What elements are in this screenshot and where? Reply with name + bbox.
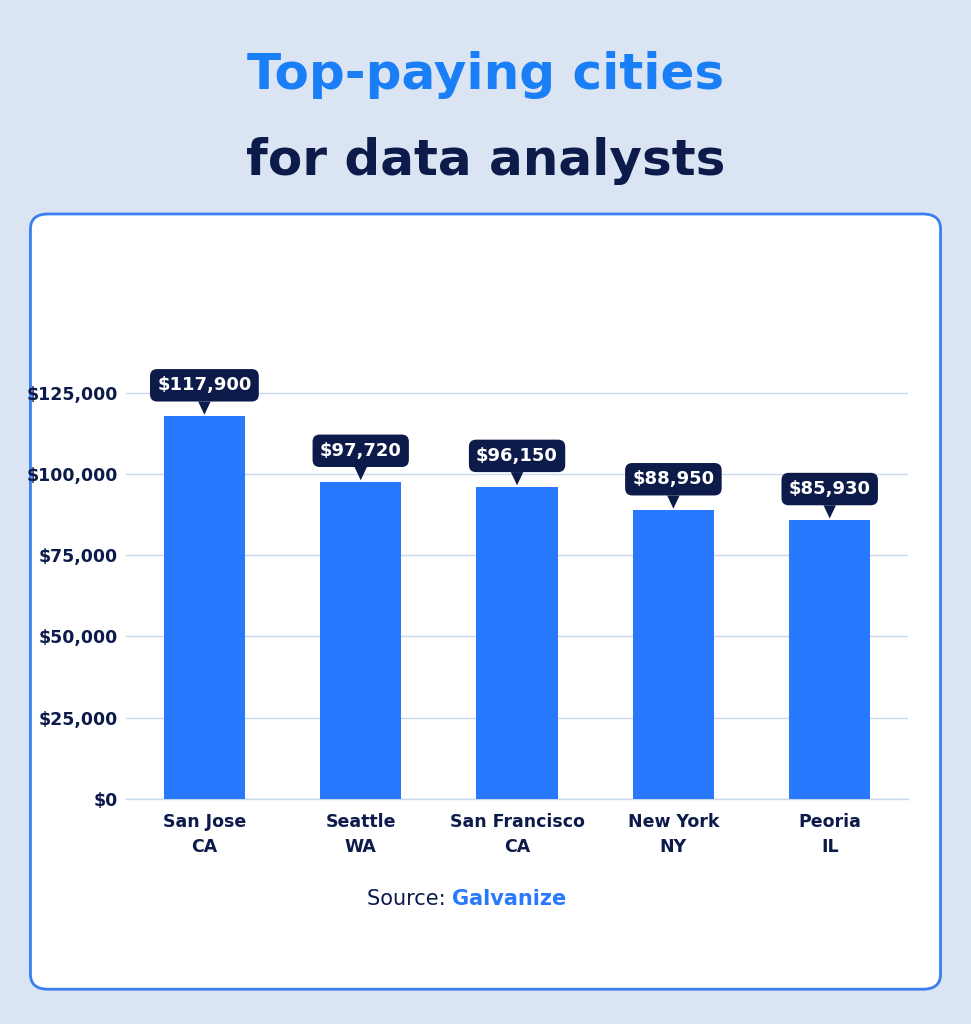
Bar — [633, 510, 714, 799]
Text: Galvanize: Galvanize — [452, 889, 566, 909]
Text: for data analysts: for data analysts — [246, 137, 725, 185]
Text: Source:: Source: — [367, 889, 452, 909]
Bar — [789, 520, 870, 799]
FancyBboxPatch shape — [30, 214, 941, 989]
Bar — [477, 486, 557, 799]
Bar — [320, 481, 401, 799]
Text: $88,950: $88,950 — [632, 470, 715, 509]
Text: $97,720: $97,720 — [319, 441, 402, 480]
Text: $85,930: $85,930 — [788, 480, 871, 518]
Bar — [164, 416, 245, 799]
Text: $117,900: $117,900 — [157, 376, 251, 415]
Text: $96,150: $96,150 — [476, 446, 558, 485]
Text: Top-paying cities: Top-paying cities — [247, 51, 724, 99]
